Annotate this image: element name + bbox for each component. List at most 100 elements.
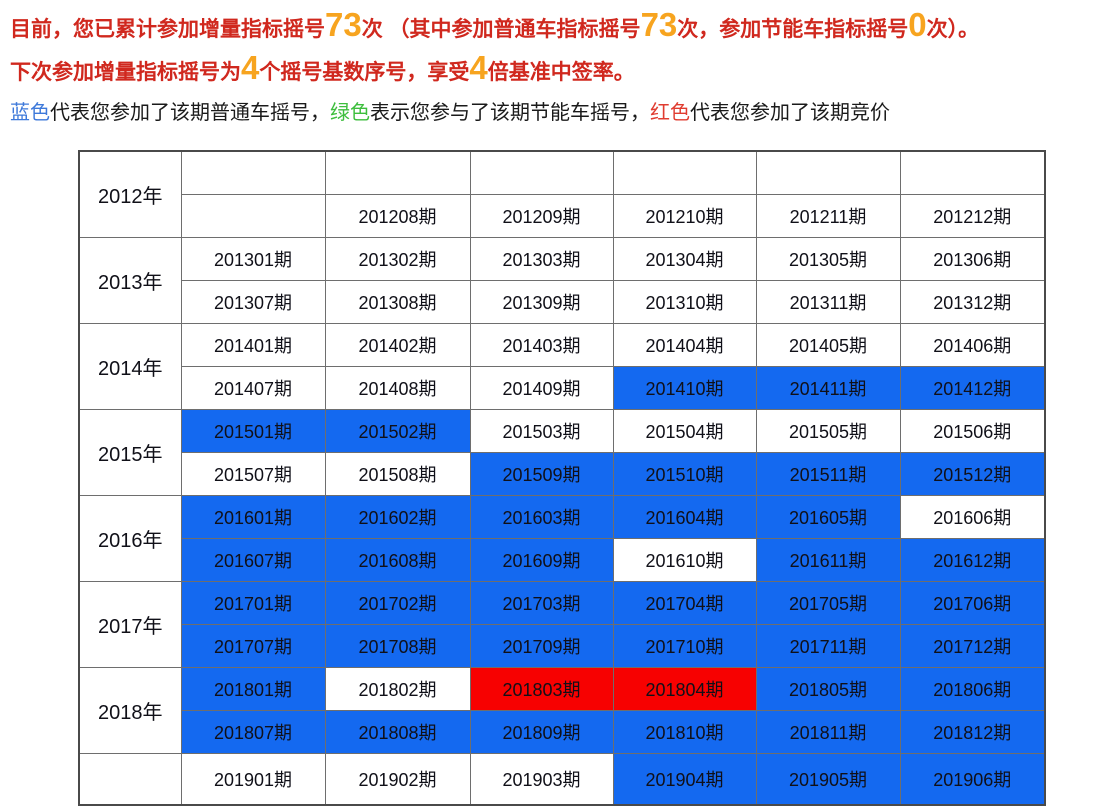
- period-cell-201604: 201604期: [612, 495, 757, 539]
- color-legend: 蓝色代表您参加了该期普通车摇号，绿色表示您参与了该期节能车摇号，红色代表您参加了…: [10, 100, 890, 126]
- base-sequence-count: 4: [241, 49, 260, 86]
- period-cell-201608: 201608期: [324, 538, 471, 582]
- period-cell-201504: 201504期: [612, 409, 757, 453]
- period-cell-201708: 201708期: [324, 624, 471, 668]
- year-cell-2018: 2018年: [78, 667, 182, 754]
- empty-period-cell: [899, 150, 1046, 195]
- period-cell-201508: 201508期: [324, 452, 471, 496]
- period-cell-201501: 201501期: [180, 409, 326, 453]
- text-segment: 代表您参加了该期竞价: [690, 102, 890, 124]
- period-cell-201211: 201211期: [755, 194, 901, 238]
- period-cell-201509: 201509期: [469, 452, 614, 496]
- text-segment: 次 （其中参加普通车指标摇号: [361, 18, 641, 41]
- period-cell-201710: 201710期: [612, 624, 757, 668]
- period-cell-201403: 201403期: [469, 323, 614, 367]
- year-cell-2013: 2013年: [78, 237, 182, 324]
- period-cell-201304: 201304期: [612, 237, 757, 281]
- period-cell-201809: 201809期: [469, 710, 614, 754]
- period-cell-201511: 201511期: [755, 452, 901, 496]
- period-cell-201502: 201502期: [324, 409, 471, 453]
- year-cell-2014: 2014年: [78, 323, 182, 410]
- period-cell-201609: 201609期: [469, 538, 614, 582]
- period-cell-201312: 201312期: [899, 280, 1046, 324]
- period-cell-201807: 201807期: [180, 710, 326, 754]
- period-cell-201810: 201810期: [612, 710, 757, 754]
- year-cell-2012: 2012年: [78, 150, 182, 238]
- empty-period-cell: [180, 194, 326, 238]
- period-cell-201410: 201410期: [612, 366, 757, 410]
- period-cell-201901: 201901期: [180, 753, 326, 806]
- period-cell-201905: 201905期: [755, 753, 901, 806]
- periods-table-body: 2012年 201208期 201209期 201210期 201211期 201212期…: [78, 150, 1046, 806]
- period-cell-201804: 201804期: [612, 667, 757, 711]
- period-cell-201704: 201704期: [612, 581, 757, 625]
- period-cell-201305: 201305期: [755, 237, 901, 281]
- period-cell-201805: 201805期: [755, 667, 901, 711]
- period-cell-201802: 201802期: [324, 667, 471, 711]
- period-cell-201505: 201505期: [755, 409, 901, 453]
- period-cell-201711: 201711期: [755, 624, 901, 668]
- win-rate-multiplier: 4: [469, 49, 488, 86]
- empty-period-cell: [755, 150, 901, 195]
- summary-line-2: 下次参加增量指标摇号为4个摇号基数序号，享受4倍基准中签率。: [10, 47, 635, 94]
- period-cell-201212: 201212期: [899, 194, 1046, 238]
- period-cell-201702: 201702期: [324, 581, 471, 625]
- period-cell-201208: 201208期: [324, 194, 471, 238]
- period-cell-201411: 201411期: [755, 366, 901, 410]
- legend-red-label: 红色: [650, 102, 690, 124]
- period-cell-201806: 201806期: [899, 667, 1046, 711]
- participation-history-table-wrap: 2012年 201208期 201209期 201210期 201211期 201212期…: [78, 150, 1046, 806]
- period-cell-201612: 201612期: [899, 538, 1046, 582]
- period-cell-201610: 201610期: [612, 538, 757, 582]
- year-cell-2017: 2017年: [78, 581, 182, 668]
- period-cell-201402: 201402期: [324, 323, 471, 367]
- year-cell: [78, 753, 182, 806]
- period-cell-201904: 201904期: [612, 753, 757, 806]
- period-cell-201407: 201407期: [180, 366, 326, 410]
- year-cell-2016: 2016年: [78, 495, 182, 582]
- year-cell-2015: 2015年: [78, 409, 182, 496]
- period-cell-201507: 201507期: [180, 452, 326, 496]
- period-cell-201506: 201506期: [899, 409, 1046, 453]
- summary-line-1: 目前，您已累计参加增量指标摇号73次 （其中参加普通车指标摇号73次，参加节能车…: [10, 4, 979, 51]
- empty-period-cell: [180, 150, 326, 195]
- text-segment: 表示您参与了该期节能车摇号，: [370, 102, 650, 124]
- period-cell-201811: 201811期: [755, 710, 901, 754]
- period-cell-201503: 201503期: [469, 409, 614, 453]
- period-cell-201510: 201510期: [612, 452, 757, 496]
- period-cell-201308: 201308期: [324, 280, 471, 324]
- period-cell-201812: 201812期: [899, 710, 1046, 754]
- period-cell-201301: 201301期: [180, 237, 326, 281]
- period-cell-201602: 201602期: [324, 495, 471, 539]
- text-segment: 个摇号基数序号，享受: [259, 61, 470, 84]
- period-cell-201706: 201706期: [899, 581, 1046, 625]
- empty-period-cell: [612, 150, 757, 195]
- period-cell-201607: 201607期: [180, 538, 326, 582]
- period-cell-201902: 201902期: [324, 753, 471, 806]
- period-cell-201701: 201701期: [180, 581, 326, 625]
- period-cell-201611: 201611期: [755, 538, 901, 582]
- ordinary-lottery-count: 73: [640, 6, 678, 43]
- period-cell-201603: 201603期: [469, 495, 614, 539]
- period-cell-201406: 201406期: [899, 323, 1046, 367]
- period-cell-201405: 201405期: [755, 323, 901, 367]
- text-segment: 次）。: [926, 18, 980, 41]
- period-cell-201404: 201404期: [612, 323, 757, 367]
- period-cell-201310: 201310期: [612, 280, 757, 324]
- period-cell-201906: 201906期: [899, 753, 1046, 806]
- period-cell-201309: 201309期: [469, 280, 614, 324]
- period-cell-201209: 201209期: [469, 194, 614, 238]
- period-cell-201412: 201412期: [899, 366, 1046, 410]
- periods-table: 2012年 201208期 201209期 201210期 201211期 201212期…: [78, 150, 1046, 806]
- energy-lottery-count: 0: [908, 6, 927, 43]
- legend-blue-label: 蓝色: [10, 102, 50, 124]
- empty-period-cell: [469, 150, 614, 195]
- text-segment: 倍基准中签率。: [487, 61, 635, 84]
- period-cell-201705: 201705期: [755, 581, 901, 625]
- period-cell-201801: 201801期: [180, 667, 326, 711]
- text-segment: 次，参加节能车指标摇号: [677, 18, 909, 41]
- period-cell-201712: 201712期: [899, 624, 1046, 668]
- text-segment: 代表您参加了该期普通车摇号，: [50, 102, 330, 124]
- period-cell-201808: 201808期: [324, 710, 471, 754]
- period-cell-201303: 201303期: [469, 237, 614, 281]
